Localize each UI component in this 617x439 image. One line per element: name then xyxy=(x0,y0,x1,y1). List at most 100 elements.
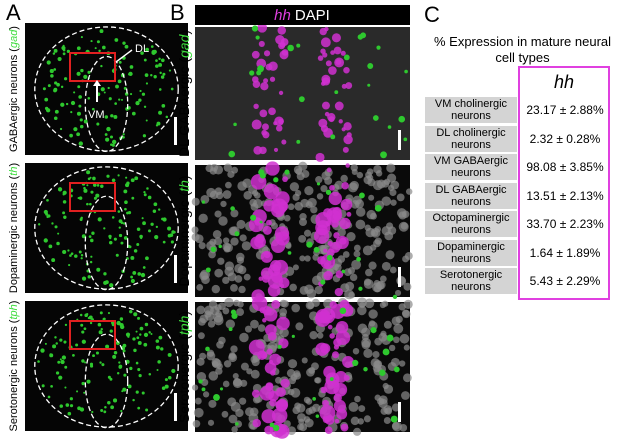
cell-dot xyxy=(83,119,88,124)
cell-dot xyxy=(142,134,147,138)
cell-dot xyxy=(83,391,86,394)
hh-cell xyxy=(319,27,327,36)
cell-dot xyxy=(81,276,87,281)
nucleus xyxy=(211,284,221,294)
cell-dot xyxy=(251,25,259,32)
nucleus xyxy=(224,243,233,253)
nucleus xyxy=(379,275,387,283)
cell-dot xyxy=(143,332,149,338)
nucleus xyxy=(214,268,224,278)
cell-dot xyxy=(89,176,92,179)
cell-dot xyxy=(101,363,105,367)
hh-cell xyxy=(276,125,283,132)
nucleus xyxy=(237,265,247,275)
cell-dot xyxy=(118,60,122,64)
label-text: DL GABAergic ( xyxy=(176,58,192,157)
cell-dot xyxy=(123,236,128,240)
cell-dot xyxy=(135,330,138,333)
nucleus xyxy=(250,319,259,329)
cell-dot xyxy=(86,379,91,384)
cell-dot xyxy=(97,217,102,222)
nucleus xyxy=(207,320,216,328)
label-text: ) xyxy=(176,30,192,35)
hh-cell xyxy=(280,378,290,388)
cell-dot xyxy=(92,176,96,181)
cell-dot xyxy=(81,339,86,344)
nucleus xyxy=(299,213,307,221)
cell-dot xyxy=(56,82,60,87)
nucleus xyxy=(233,299,240,307)
cell-dot xyxy=(130,178,135,183)
nucleus xyxy=(298,234,307,243)
hh-cell xyxy=(262,225,272,235)
hh-cell xyxy=(253,145,263,155)
nucleus xyxy=(193,407,204,418)
cell-dot xyxy=(105,137,110,142)
nucleus xyxy=(191,197,200,206)
roi-box xyxy=(69,320,116,350)
cell-dot xyxy=(277,344,282,349)
cell-dot xyxy=(88,235,92,239)
cell-dot xyxy=(298,96,305,103)
cell-dot xyxy=(158,208,161,211)
cell-dot xyxy=(53,116,58,121)
cell-dot xyxy=(160,58,165,63)
cell-dot xyxy=(62,48,66,52)
cell-dot xyxy=(49,69,54,74)
hh-cell xyxy=(248,339,265,356)
nucleus xyxy=(357,297,367,308)
hh-cell xyxy=(273,147,279,152)
cell-dot xyxy=(122,41,126,45)
cell-dot xyxy=(138,373,142,378)
cell-dot xyxy=(63,77,68,81)
hh-cell xyxy=(335,320,349,334)
label-text: Serotonergic neurons ( xyxy=(8,319,20,431)
cell-dot xyxy=(104,115,109,119)
hh-cell xyxy=(333,344,339,350)
nucleus xyxy=(249,198,258,207)
cell-dot xyxy=(79,407,85,412)
nucleus xyxy=(237,181,247,191)
hh-cell xyxy=(341,181,349,190)
cell-dot xyxy=(107,86,110,90)
cell-dot xyxy=(118,361,121,364)
cell-dot xyxy=(70,111,73,114)
hh-cell xyxy=(262,123,269,131)
nucleus xyxy=(303,396,311,404)
nucleus xyxy=(212,229,222,239)
nucleus xyxy=(218,302,226,311)
micrograph xyxy=(25,301,188,431)
nucleus xyxy=(383,320,392,329)
gene: tph xyxy=(176,315,192,335)
nucleus xyxy=(287,203,295,211)
hh-cell xyxy=(281,49,289,56)
nucleus xyxy=(386,163,396,173)
hh-cell xyxy=(253,103,259,110)
cell-dot xyxy=(78,196,83,200)
cell-dot xyxy=(46,198,49,202)
nucleus xyxy=(314,285,323,295)
cell-dot xyxy=(376,45,381,50)
cell-dot xyxy=(167,352,172,357)
cell-dot xyxy=(320,279,326,285)
nucleus xyxy=(222,190,232,199)
cell-dot xyxy=(306,241,313,248)
cell-dot xyxy=(140,51,144,55)
cell-dot xyxy=(136,336,140,340)
expression: 23.17 ± 2.88% xyxy=(526,103,604,117)
nucleus xyxy=(212,358,222,369)
nucleus xyxy=(279,299,287,308)
cell-dot xyxy=(99,311,103,315)
cell-dot xyxy=(138,98,142,102)
nucleus xyxy=(303,229,312,237)
hh-cell xyxy=(263,50,271,57)
cell-dot xyxy=(167,226,172,231)
cell-dot xyxy=(330,134,336,140)
cell-dot xyxy=(201,387,206,392)
nucleus xyxy=(358,405,366,413)
hh-cell xyxy=(271,407,288,424)
nucleus xyxy=(299,285,309,295)
hh-cell xyxy=(251,50,260,59)
nucleus xyxy=(295,322,304,331)
panel-label: C xyxy=(424,2,440,27)
